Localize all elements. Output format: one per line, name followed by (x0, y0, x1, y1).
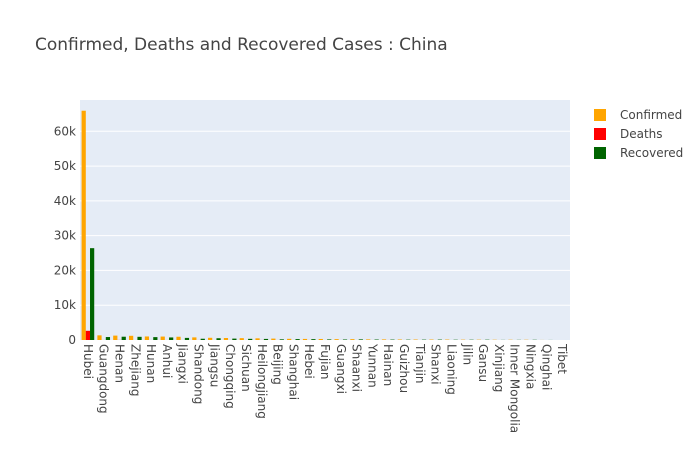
x-tick-label: Shandong (192, 344, 206, 404)
legend-label[interactable]: Deaths (620, 127, 663, 141)
bar-recovered-jiangsu[interactable] (216, 338, 221, 340)
bar-recovered-hubei[interactable] (90, 248, 95, 340)
x-tick-label: Guangdong (97, 344, 111, 414)
x-tick-label: Liaoning (444, 344, 458, 395)
x-tick-label: Shaanxi (350, 344, 364, 392)
bar-recovered-sichuan[interactable] (248, 338, 253, 340)
bar-confirmed-jiangxi[interactable] (176, 336, 181, 340)
bar-recovered-beijing[interactable] (279, 339, 284, 340)
bar-recovered-guangdong[interactable] (105, 337, 111, 340)
bar-recovered-chongqing[interactable] (232, 338, 237, 340)
y-tick-label: 30k (54, 229, 76, 243)
x-tick-label: Fujian (318, 344, 332, 379)
x-tick-label: Chongqing (223, 344, 237, 409)
x-tick-label: Guangxi (334, 344, 348, 394)
bar-recovered-hebei[interactable] (311, 339, 316, 340)
bar-confirmed-yunnan[interactable] (366, 339, 371, 340)
x-tick-label: Shanghai (286, 344, 300, 400)
x-tick-label: Hebei (302, 344, 316, 379)
bar-confirmed-henan[interactable] (113, 335, 118, 340)
bar-confirmed-hubei[interactable] (81, 110, 86, 340)
x-tick-label: Tibet (555, 343, 569, 374)
y-tick-label: 50k (54, 159, 76, 173)
bar-recovered-fujian[interactable] (327, 339, 332, 340)
x-tick-label: Jiangxi (176, 343, 190, 384)
x-tick-label: Hainan (381, 344, 395, 386)
legend[interactable]: Confirmed Deaths Recovered (594, 108, 683, 160)
bar-recovered-zhejiang[interactable] (137, 336, 142, 340)
bar-confirmed-guangxi[interactable] (334, 339, 339, 340)
x-tick-label: Xinjiang (492, 344, 506, 392)
bar-confirmed-shaanxi[interactable] (350, 339, 355, 340)
bar-deaths-hubei[interactable] (85, 330, 91, 340)
legend-swatch (594, 147, 606, 159)
x-axis: Hubei Guangdong Henan Zhejiang Hunan Anhui Jia… (81, 343, 569, 433)
y-axis: 0 10k 20k 30k 40k 50k 60k (54, 124, 76, 347)
bar-recovered-shandong[interactable] (200, 338, 205, 340)
bar-recovered-hunan[interactable] (153, 337, 158, 340)
bar-recovered-heilongjiang[interactable] (263, 338, 269, 340)
x-tick-label: Inner Mongolia (508, 344, 522, 433)
bar-confirmed-guizhou[interactable] (397, 339, 402, 340)
x-tick-label: Hubei (81, 344, 95, 379)
y-tick-label: 60k (54, 124, 76, 138)
x-tick-label: Jilin (460, 343, 474, 365)
bar-confirmed-jiangsu[interactable] (208, 337, 213, 340)
x-tick-label: Gansu (476, 344, 490, 382)
bar-recovered-jiangxi[interactable] (184, 337, 190, 340)
bar-confirmed-hunan[interactable] (144, 336, 150, 340)
bar-confirmed-shanghai[interactable] (287, 338, 292, 340)
x-tick-label: Beijing (271, 344, 285, 385)
bar-confirmed-guangdong[interactable] (97, 335, 102, 340)
bar-confirmed-heilongjiang[interactable] (255, 338, 260, 340)
bar-confirmed-hebei[interactable] (302, 338, 308, 340)
bar-recovered-henan[interactable] (121, 336, 126, 340)
y-tick-label: 10k (54, 298, 76, 312)
x-tick-label: Sichuan (239, 344, 253, 392)
x-tick-label: Zhejiang (128, 344, 142, 396)
legend-label[interactable]: Recovered (620, 146, 683, 160)
x-tick-label: Anhui (160, 344, 174, 378)
bar-confirmed-anhui[interactable] (160, 336, 165, 340)
x-tick-label: Tianjin (413, 343, 427, 384)
legend-label[interactable]: Confirmed (620, 108, 682, 122)
gridlines (80, 130, 570, 306)
bar-confirmed-shandong[interactable] (192, 337, 197, 340)
x-tick-label: Guizhou (397, 344, 411, 393)
bar-recovered-shanghai[interactable] (295, 339, 300, 340)
bar-confirmed-beijing[interactable] (271, 338, 276, 340)
x-tick-label: Yunnan (365, 343, 379, 388)
bar-recovered-anhui[interactable] (169, 337, 174, 340)
x-tick-label: Heilongjiang (255, 344, 269, 419)
bars (81, 110, 569, 340)
y-tick-label: 20k (54, 263, 76, 277)
plot-area (80, 100, 570, 340)
x-tick-label: Jiangsu (207, 343, 221, 387)
x-tick-label: Henan (113, 344, 127, 383)
y-tick-label: 40k (54, 194, 76, 208)
legend-swatch (594, 128, 606, 140)
bar-confirmed-sichuan[interactable] (239, 338, 244, 340)
x-tick-label: Shanxi (429, 344, 443, 385)
legend-swatch (594, 109, 606, 121)
bar-confirmed-zhejiang[interactable] (129, 335, 134, 340)
bar-confirmed-chongqing[interactable] (223, 338, 229, 340)
x-tick-label: Ningxia (523, 344, 537, 389)
y-tick-label: 0 (68, 333, 76, 347)
bar-recovered-shaanxi[interactable] (358, 339, 363, 340)
chart-title: Confirmed, Deaths and Recovered Cases : … (35, 35, 448, 55)
bar-confirmed-fujian[interactable] (318, 338, 323, 340)
bar-confirmed-hainan[interactable] (381, 339, 387, 340)
x-tick-label: Hunan (144, 344, 158, 383)
x-tick-label: Qinghai (539, 344, 553, 390)
